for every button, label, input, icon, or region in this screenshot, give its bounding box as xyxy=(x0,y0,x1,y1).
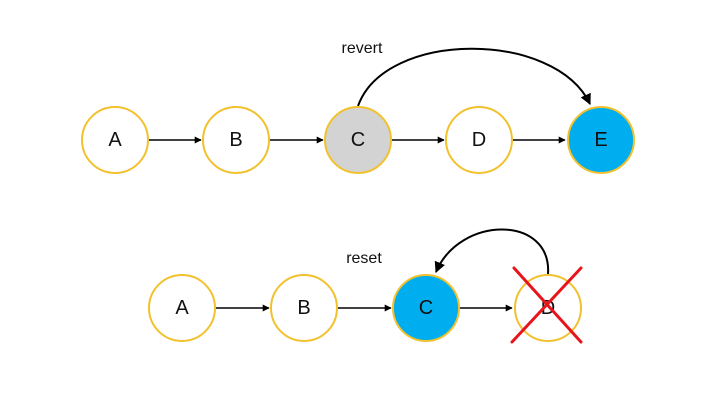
revert-node-e-label: E xyxy=(594,129,607,151)
removed-cross-stroke-2 xyxy=(510,266,583,344)
reset-curved-arrow xyxy=(434,228,550,275)
revert-node-d-circle xyxy=(445,106,513,174)
revert-caption: revert xyxy=(342,40,383,57)
reset-node-a-label: A xyxy=(175,297,189,319)
revert-node-b: B xyxy=(202,106,270,174)
revert-curved-arrow xyxy=(357,47,591,107)
revert-node-d-label: D xyxy=(472,129,486,151)
revert-node-c-label: C xyxy=(351,129,365,151)
reset-node-c-circle xyxy=(392,274,460,342)
revert-node-d: D xyxy=(445,106,513,174)
reset-node-b-label: B xyxy=(297,297,310,319)
reset-node-d: D xyxy=(510,266,583,344)
reset-node-a: A xyxy=(148,274,216,342)
revert-node-a: A xyxy=(81,106,149,174)
reset-node-b: B xyxy=(270,274,338,342)
revert-node-b-label: B xyxy=(229,129,242,151)
reset-diagram: reset A B C D xyxy=(148,228,583,344)
revert-node-b-circle xyxy=(202,106,270,174)
removed-cross-icon xyxy=(510,266,583,344)
revert-node-a-circle xyxy=(81,106,149,174)
revert-diagram: revert A B C D E xyxy=(81,40,635,174)
reset-node-c-label: C xyxy=(419,297,433,319)
revert-node-a-label: A xyxy=(108,129,122,151)
revert-node-e-circle xyxy=(567,106,635,174)
reset-caption: reset xyxy=(346,250,382,267)
revert-node-c-circle xyxy=(324,106,392,174)
revert-node-c: C xyxy=(324,106,392,174)
revert-node-e: E xyxy=(567,106,635,174)
reset-node-c: C xyxy=(392,274,460,342)
reset-node-b-circle xyxy=(270,274,338,342)
reset-node-a-circle xyxy=(148,274,216,342)
